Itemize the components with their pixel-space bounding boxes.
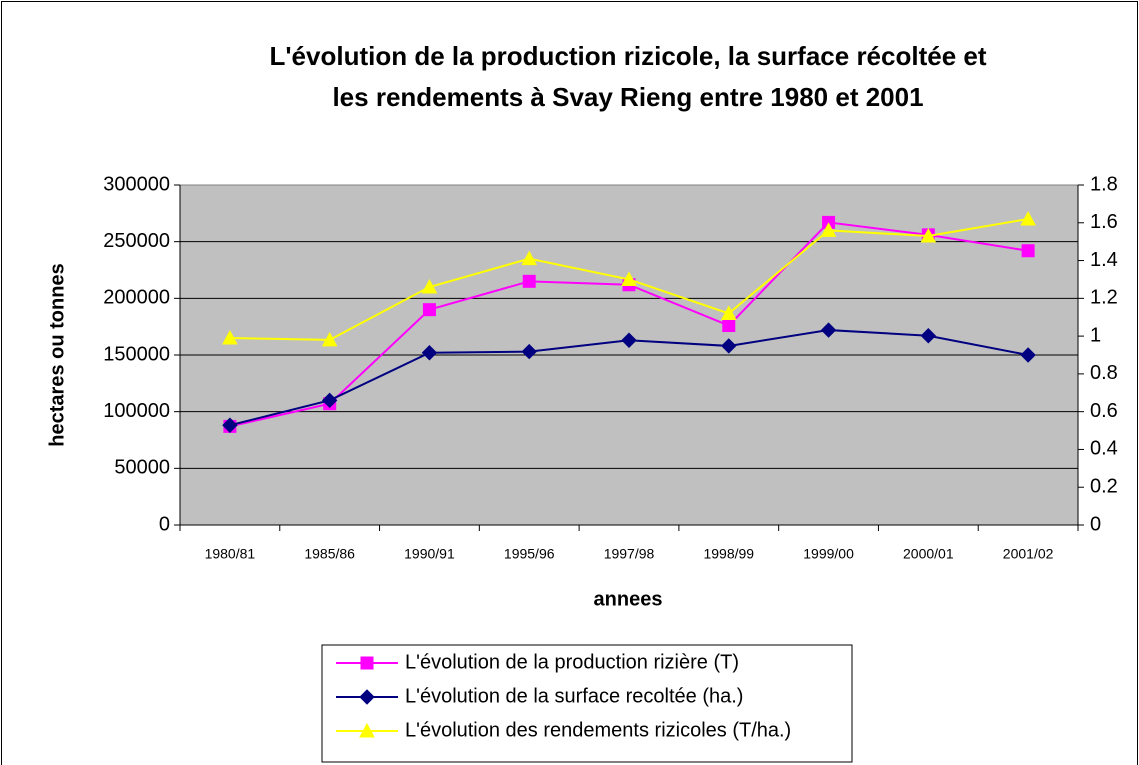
legend-label: L'évolution des rendements rizicoles (T/… [405,719,791,741]
marker [321,331,338,347]
y-tick-label: 300000 [103,173,170,195]
x-tick-label: 1985/86 [304,546,355,562]
marker [521,343,537,360]
y-tick-label: 200000 [103,287,170,309]
y-tick-label: 0 [159,513,170,535]
legend-label: L'évolution de la surface recoltée (ha.) [405,685,743,707]
legend [321,644,853,763]
marker [321,392,338,409]
marker [222,329,238,345]
x-axis-label: annees [594,588,663,610]
y-tick-label: 250000 [103,230,170,252]
marker [359,689,375,705]
y-tick-label: 100000 [103,400,170,422]
y-tick-label: 50000 [114,457,170,479]
marker [421,345,438,361]
marker [720,305,737,320]
y2-tick-label: 1.2 [1090,287,1118,309]
marker [1020,347,1036,363]
chart-title: les rendements à Svay Rieng entre 1980 e… [332,82,923,112]
marker [1021,244,1035,258]
x-tick-label: 1998/99 [703,546,754,562]
y2-tick-label: 1 [1090,324,1101,346]
x-tick-label: 1997/98 [604,546,655,562]
marker [621,271,637,286]
x-tick-label: 2001/02 [1003,546,1054,562]
marker [421,278,438,294]
x-tick-label: 1980/81 [205,546,256,562]
y-axis-label: hectares ou tonnes [46,263,68,446]
marker [1020,210,1036,226]
x-tick-label: 1995/96 [504,546,555,562]
marker [522,274,536,288]
marker [722,319,736,333]
marker [360,656,374,670]
y2-tick-label: 1.6 [1090,211,1118,233]
y-tick-label: 150000 [103,343,170,365]
y2-tick-label: 0.8 [1090,362,1118,384]
y2-tick-label: 0.2 [1090,476,1118,498]
marker [721,338,737,354]
marker [521,250,538,266]
y2-tick-label: 1.4 [1090,249,1118,271]
marker [820,322,837,338]
marker [222,417,238,433]
y2-tick-label: 1.8 [1090,173,1118,195]
marker [820,222,837,237]
legend-label: L'évolution de la production rizière (T) [405,651,739,673]
y2-tick-label: 0 [1090,513,1101,535]
marker [920,328,937,344]
marker [621,332,637,348]
marker [422,303,436,317]
x-tick-label: 2000/01 [903,546,954,562]
x-tick-label: 1990/91 [404,546,455,562]
marker [920,227,937,243]
marker [359,722,375,738]
x-tick-label: 1999/00 [803,546,854,562]
chart-title: L'évolution de la production rizicole, l… [269,41,986,71]
y2-tick-label: 0.6 [1090,400,1118,422]
y2-tick-label: 0.4 [1090,438,1118,460]
